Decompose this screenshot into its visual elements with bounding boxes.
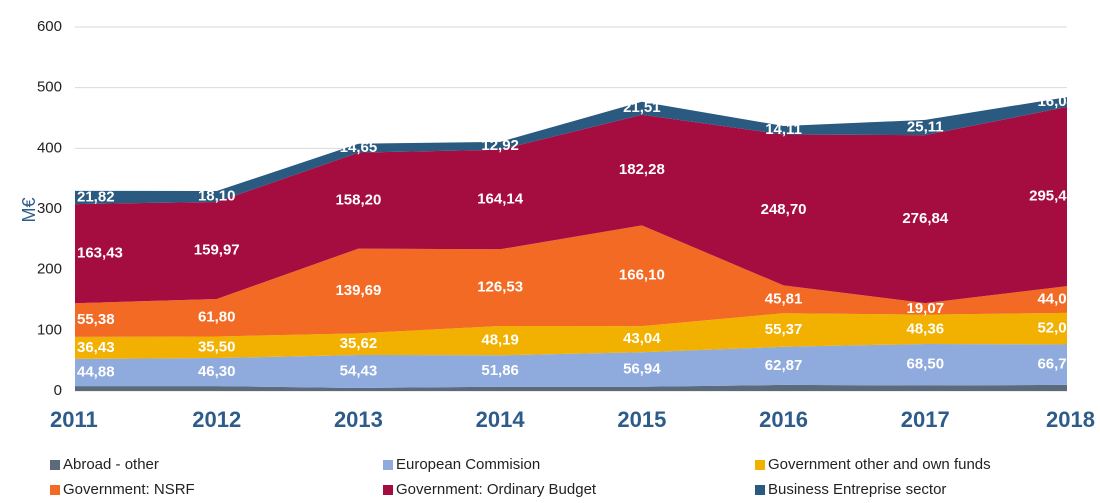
- legend-label: Government other and own funds: [768, 456, 991, 473]
- data-label: 14,65: [340, 139, 378, 156]
- data-label: 66,71: [1037, 356, 1075, 373]
- legend-swatch: [755, 485, 765, 495]
- area: [75, 343, 1067, 388]
- data-label: 44,88: [77, 364, 115, 381]
- area: [75, 225, 1067, 337]
- data-label: 21,82: [77, 188, 115, 205]
- data-label: 19,07: [907, 300, 945, 317]
- y-tick-label: 300: [37, 200, 62, 217]
- data-label: 126,53: [477, 279, 523, 296]
- area: [75, 384, 1067, 391]
- legend-swatch: [50, 460, 60, 470]
- x-tick-label: 2015: [617, 407, 666, 432]
- legend-label: European Commision: [396, 456, 540, 473]
- data-label: 51,86: [481, 362, 519, 379]
- data-label: 163,43: [77, 245, 123, 262]
- data-label: 158,20: [335, 192, 381, 209]
- data-label: 248,70: [761, 201, 807, 218]
- data-label: 25,11: [907, 118, 944, 135]
- legend-label: Abroad - other: [63, 456, 159, 473]
- data-label: 61,80: [198, 309, 236, 326]
- plot-area: 44,88 46,30 54,43 51,86 56,94 62,87 68,50 66,71…: [75, 93, 1075, 391]
- data-label: 62,87: [765, 357, 803, 374]
- y-tick-label: 0: [54, 382, 62, 399]
- data-label: 44,09: [1037, 290, 1075, 307]
- legend-label: Government: NSRF: [63, 481, 195, 498]
- y-tick-label: 100: [37, 321, 62, 338]
- area: [75, 97, 1067, 205]
- legend-label: Government: Ordinary Budget: [396, 481, 597, 498]
- data-label: 54,43: [340, 362, 378, 379]
- x-tick-label: 2014: [476, 407, 526, 432]
- data-label: 35,62: [340, 335, 378, 352]
- y-tick-label: 200: [37, 261, 62, 278]
- data-label: 276,84: [902, 210, 949, 227]
- data-label: 182,28: [619, 161, 665, 178]
- legend-label: Business Entreprise sector: [768, 481, 946, 498]
- legend-swatch: [755, 460, 765, 470]
- data-label: 56,94: [623, 360, 661, 377]
- x-tick-label: 2016: [759, 407, 808, 432]
- data-label: 21,51: [623, 99, 661, 116]
- data-label: 52,07: [1037, 320, 1075, 337]
- y-tick-label: 400: [37, 139, 62, 156]
- x-tick-label: 2011: [50, 407, 98, 432]
- data-label: 14,11: [765, 121, 802, 138]
- legend-swatch: [383, 485, 393, 495]
- y-axis-label: M€: [19, 197, 39, 222]
- x-tick-label: 2018: [1046, 407, 1095, 432]
- data-label: 166,10: [619, 267, 665, 284]
- data-label: 18,10: [198, 187, 236, 204]
- y-tick-label: 600: [37, 18, 62, 35]
- data-label: 55,37: [765, 321, 803, 338]
- x-tick-label: 2013: [334, 407, 383, 432]
- data-label: 12,92: [481, 137, 519, 154]
- data-label: 55,38: [77, 311, 115, 328]
- y-tick-label: 500: [37, 79, 62, 96]
- data-label: 36,43: [77, 339, 115, 356]
- data-label: 159,97: [194, 241, 240, 258]
- data-label: 45,81: [765, 290, 803, 307]
- area: [75, 312, 1067, 359]
- data-label: 295,48: [1029, 187, 1075, 204]
- data-label: 16,04: [1037, 93, 1075, 110]
- data-label: 46,30: [198, 363, 236, 380]
- legend-swatch: [383, 460, 393, 470]
- data-label: 68,50: [907, 356, 945, 373]
- data-label: 48,19: [481, 332, 519, 349]
- data-label: 43,04: [623, 330, 661, 347]
- legend-swatch: [50, 485, 60, 495]
- area: [75, 106, 1067, 304]
- data-label: 164,14: [477, 190, 524, 207]
- data-label: 48,36: [907, 320, 945, 337]
- x-tick-label: 2017: [901, 407, 950, 432]
- data-label: 35,50: [198, 338, 236, 355]
- x-tick-label: 2012: [192, 407, 241, 432]
- data-label: 139,69: [335, 282, 381, 299]
